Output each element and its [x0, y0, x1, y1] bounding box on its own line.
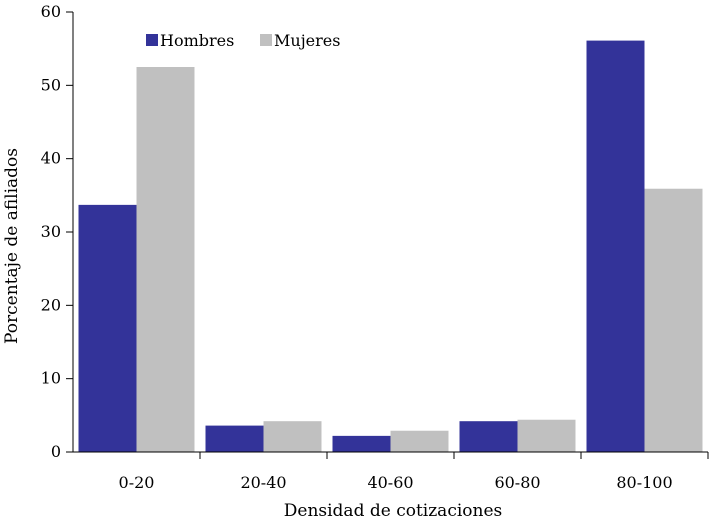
y-axis-title: Porcentaje de afiliados [2, 148, 22, 344]
x-tick-label: 0-20 [119, 473, 155, 492]
bar-hombres-80-100 [586, 40, 645, 452]
bars-layer [78, 40, 703, 453]
legend: Hombres Mujeres [146, 31, 340, 50]
y-tick-label: 20 [41, 295, 61, 314]
legend-swatch-mujeres [260, 34, 272, 46]
y-tick-label: 10 [41, 369, 61, 388]
bar-mujeres-40-60 [390, 430, 449, 452]
y-tick-label: 50 [41, 75, 61, 94]
x-axis-title: Densidad de cotizaciones [284, 501, 503, 521]
x-tick-label: 60-80 [494, 473, 540, 492]
y-tick-label: 60 [41, 2, 61, 21]
bar-mujeres-80-100 [644, 188, 703, 453]
y-tick-label: 30 [41, 222, 61, 241]
y-tick-label: 0 [51, 442, 61, 461]
bar-mujeres-0-20 [136, 67, 195, 452]
x-tick-label: 20-40 [240, 473, 286, 492]
axes-layer [66, 11, 709, 459]
bar-mujeres-60-80 [517, 419, 576, 452]
y-tick-label: 40 [41, 149, 61, 168]
bar-hombres-20-40 [205, 425, 264, 452]
bar-mujeres-20-40 [263, 421, 322, 452]
bar-hombres-40-60 [332, 435, 391, 452]
ticks-layer: 0-20 20-40 40-60 60-80 80-100 0 10 20 30 40 50 60 [41, 2, 673, 492]
bar-hombres-0-20 [78, 204, 137, 452]
bar-hombres-60-80 [459, 421, 518, 452]
legend-label-hombres: Hombres [160, 31, 234, 50]
x-tick-label: 40-60 [367, 473, 413, 492]
x-tick-label: 80-100 [616, 473, 672, 492]
legend-swatch-hombres [146, 34, 158, 46]
legend-label-mujeres: Mujeres [274, 31, 340, 50]
